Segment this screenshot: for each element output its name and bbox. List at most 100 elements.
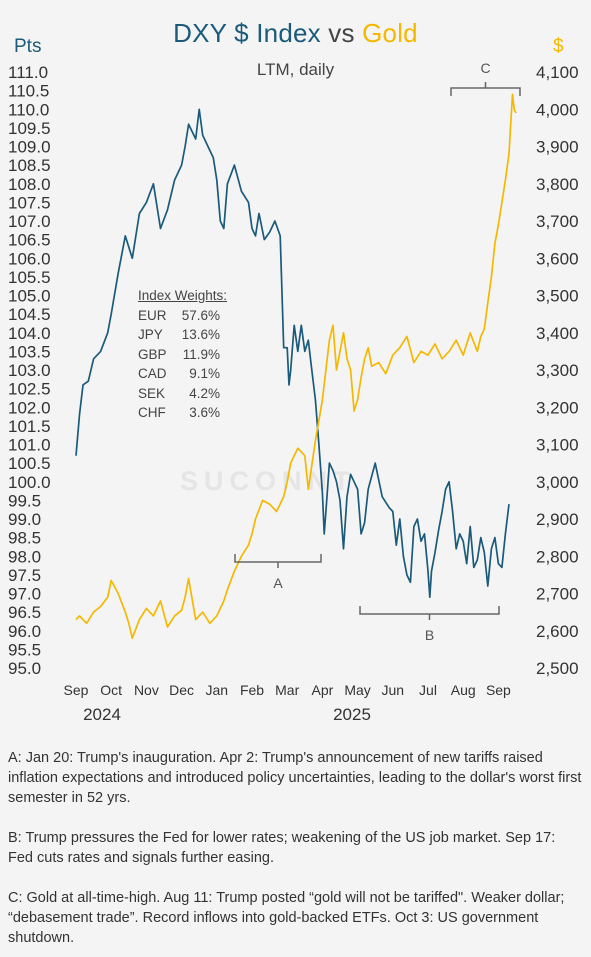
left-axis-tick-label: 96.0 bbox=[8, 622, 41, 641]
right-axis-tick-label: 3,600 bbox=[536, 249, 579, 268]
legend-row: SEK 4.2% bbox=[138, 384, 227, 404]
x-tick-label: Oct bbox=[100, 682, 122, 698]
note-b: B: Trump pressures the Fed for lower rat… bbox=[8, 830, 556, 866]
left-axis-tick-label: 110.5 bbox=[8, 82, 49, 101]
left-axis-tick-label: 105.0 bbox=[8, 287, 51, 306]
legend-ccy: EUR bbox=[138, 307, 167, 323]
x-tick-label: Jun bbox=[382, 682, 405, 698]
legend-pct: 3.6% bbox=[189, 405, 220, 420]
chart-subtitle: LTM, daily bbox=[256, 60, 335, 79]
right-axis-tick-label: 3,400 bbox=[536, 324, 579, 343]
left-axis-tick-label: 110.0 bbox=[8, 100, 49, 119]
note-c: C: Gold at all-time-high. Aug 11: Trump … bbox=[8, 890, 565, 946]
right-axis-tick-label: 3,000 bbox=[536, 473, 579, 492]
x-tick-label: Jan bbox=[206, 682, 229, 698]
left-axis-tick-label: 99.5 bbox=[8, 491, 41, 510]
legend-pct: 13.6% bbox=[181, 327, 220, 342]
right-axis-tick-label: 3,100 bbox=[536, 436, 579, 455]
legend-row: CAD 9.1% bbox=[138, 364, 227, 384]
legend-row: EUR 57.6% bbox=[138, 306, 227, 326]
annotation-label: A bbox=[273, 575, 283, 591]
legend-header: Index Weights: bbox=[138, 288, 228, 303]
right-axis-tick-label: 3,900 bbox=[536, 138, 579, 157]
left-axis-tick-label: 108.0 bbox=[8, 175, 51, 194]
left-axis-tick-label: 103.0 bbox=[8, 361, 51, 380]
left-axis-tick-label: 100.0 bbox=[8, 473, 51, 492]
annotation-bracket bbox=[234, 554, 322, 568]
left-axis-tick-label: 102.5 bbox=[8, 380, 51, 399]
gold-series-line bbox=[75, 93, 517, 640]
left-axis-tick-label: 95.0 bbox=[8, 659, 41, 678]
legend-row: CHF 3.6% bbox=[138, 403, 227, 423]
left-axis-tick-label: 99.0 bbox=[8, 510, 41, 529]
right-axis-tick-label: 2,500 bbox=[536, 659, 579, 678]
left-axis-tick-label: 98.0 bbox=[8, 547, 41, 566]
left-axis-tick-label: 97.0 bbox=[8, 585, 41, 604]
legend-pct: 4.2% bbox=[189, 385, 220, 401]
annotation-label: C bbox=[480, 60, 490, 76]
annotation-bracket bbox=[359, 606, 500, 620]
left-axis-tick-label: 100.5 bbox=[8, 454, 51, 473]
legend-ccy: CAD bbox=[138, 366, 167, 381]
right-axis-tick-label: 3,200 bbox=[536, 398, 579, 417]
left-axis-tick-label: 104.5 bbox=[8, 305, 51, 324]
year-label: 2025 bbox=[333, 705, 371, 724]
left-axis-tick-label: 95.5 bbox=[8, 640, 41, 659]
x-tick-label: Sep bbox=[486, 682, 511, 698]
right-axis-tick-label: 4,000 bbox=[536, 100, 579, 119]
left-axis-tick-label: 107.0 bbox=[8, 212, 51, 231]
annotation-label: B bbox=[425, 627, 434, 643]
legend-pct: 9.1% bbox=[189, 366, 220, 381]
x-tick-label: Aug bbox=[451, 682, 476, 698]
legend-ccy: SEK bbox=[138, 385, 166, 401]
x-tick-label: Jul bbox=[419, 682, 437, 698]
left-axis-tick-label: 106.0 bbox=[8, 249, 51, 268]
left-axis-tick-label: 109.0 bbox=[8, 138, 51, 157]
chart-title: DXY $ Index vs Gold bbox=[0, 18, 591, 49]
left-axis-tick-label: 103.5 bbox=[8, 342, 51, 361]
annotation-bracket bbox=[450, 82, 521, 96]
left-axis-tick-label: 101.0 bbox=[8, 436, 51, 455]
note-a: A: Jan 20: Trump's inauguration. Apr 2: … bbox=[8, 750, 582, 806]
legend-ccy: JPY bbox=[138, 327, 163, 342]
x-tick-label: Sep bbox=[64, 682, 89, 698]
legend-pct: 57.6% bbox=[181, 307, 220, 323]
title-dxy: DXY $ Index bbox=[173, 18, 321, 48]
x-tick-label: Nov bbox=[134, 682, 159, 698]
legend-row: JPY 13.6% bbox=[138, 325, 227, 345]
left-axis-tick-label: 102.0 bbox=[8, 398, 51, 417]
left-axis-tick-label: 109.5 bbox=[8, 119, 51, 138]
x-tick-label: Dec bbox=[169, 682, 194, 698]
legend-ccy: GBP bbox=[138, 346, 167, 362]
right-axis-tick-label: 2,600 bbox=[536, 622, 579, 641]
left-axis-tick-label: 96.5 bbox=[8, 603, 41, 622]
index-weights-legend: Index Weights: EUR 57.6% JPY 13.6% GBP 11.9… bbox=[138, 286, 227, 423]
right-axis-tick-label: 3,300 bbox=[536, 361, 579, 380]
left-axis-unit: Pts bbox=[14, 36, 42, 57]
left-axis-tick-label: 98.5 bbox=[8, 529, 41, 548]
legend-ccy: CHF bbox=[138, 405, 166, 420]
left-axis-tick-label: 101.5 bbox=[8, 417, 51, 436]
right-axis-tick-label: 2,700 bbox=[536, 585, 579, 604]
left-axis-tick-label: 108.5 bbox=[8, 156, 51, 175]
year-label: 2024 bbox=[83, 705, 121, 724]
legend-row: GBP 11.9% bbox=[138, 345, 227, 365]
x-tick-label: May bbox=[344, 682, 370, 698]
legend-pct: 11.9% bbox=[182, 346, 220, 362]
title-gold: Gold bbox=[362, 18, 418, 48]
right-axis-tick-label: 3,500 bbox=[536, 287, 579, 306]
x-tick-label: Feb bbox=[240, 682, 264, 698]
left-axis-tick-label: 111.0 bbox=[8, 63, 48, 82]
right-axis-tick-label: 3,700 bbox=[536, 212, 579, 231]
right-axis-tick-label: 2,800 bbox=[536, 547, 579, 566]
x-tick-label: Mar bbox=[275, 682, 299, 698]
dxy-series-line bbox=[75, 108, 510, 599]
right-axis-tick-label: 3,800 bbox=[536, 175, 579, 194]
left-axis-tick-label: 106.5 bbox=[8, 231, 51, 250]
left-axis-tick-label: 104.0 bbox=[8, 324, 51, 343]
x-tick-label: Apr bbox=[312, 682, 334, 698]
right-axis-unit: $ bbox=[553, 36, 564, 57]
left-axis-tick-label: 97.5 bbox=[8, 566, 41, 585]
right-axis-tick-label: 4,100 bbox=[536, 63, 579, 82]
title-vs: vs bbox=[320, 18, 363, 48]
